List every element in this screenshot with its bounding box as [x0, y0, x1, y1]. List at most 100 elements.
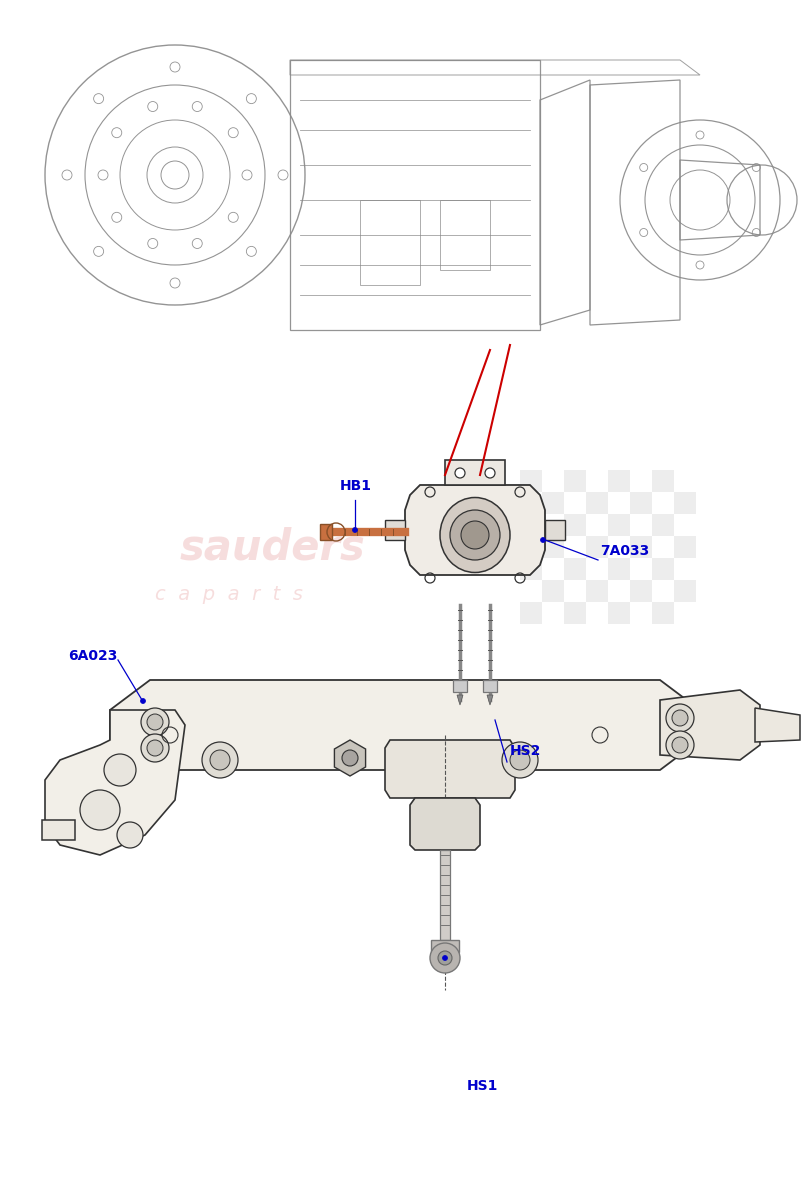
Bar [630, 514, 652, 536]
Polygon shape [385, 740, 515, 798]
Bar [586, 492, 608, 514]
Bar [630, 558, 652, 580]
Bar [586, 514, 608, 536]
Bar [608, 558, 630, 580]
Circle shape [540, 538, 545, 542]
Bar [542, 514, 564, 536]
Polygon shape [42, 820, 75, 840]
Bar [674, 492, 696, 514]
Bar [608, 514, 630, 536]
Polygon shape [483, 680, 497, 692]
Bar [674, 602, 696, 624]
Bar [674, 580, 696, 602]
Circle shape [141, 734, 169, 762]
Bar [652, 536, 674, 558]
Circle shape [672, 737, 688, 754]
Polygon shape [457, 695, 463, 704]
Circle shape [666, 704, 694, 732]
Bar [630, 492, 652, 514]
Circle shape [140, 698, 146, 703]
Bar [674, 536, 696, 558]
Circle shape [438, 950, 452, 965]
Circle shape [485, 468, 495, 478]
Bar [520, 558, 542, 580]
Bar [542, 602, 564, 624]
Bar [564, 602, 586, 624]
Circle shape [147, 714, 163, 730]
Bar [652, 580, 674, 602]
Text: HS1: HS1 [467, 1079, 498, 1093]
Polygon shape [453, 680, 467, 692]
Bar [564, 514, 586, 536]
Bar [652, 470, 674, 492]
Bar [586, 558, 608, 580]
Bar [520, 580, 542, 602]
Polygon shape [755, 708, 800, 742]
Bar [630, 470, 652, 492]
Bar [520, 470, 542, 492]
Bar [608, 580, 630, 602]
Circle shape [352, 528, 357, 533]
Bar [608, 536, 630, 558]
Polygon shape [110, 680, 700, 770]
Circle shape [141, 708, 169, 736]
Bar [652, 602, 674, 624]
Bar [542, 492, 564, 514]
Text: 7A033: 7A033 [600, 544, 650, 558]
Bar [652, 492, 674, 514]
Bar [520, 536, 542, 558]
Polygon shape [385, 520, 405, 540]
Polygon shape [431, 940, 459, 952]
Circle shape [147, 740, 163, 756]
Circle shape [510, 750, 530, 770]
Bar [542, 536, 564, 558]
Bar [586, 536, 608, 558]
Polygon shape [320, 524, 332, 540]
Bar [630, 536, 652, 558]
Bar [608, 602, 630, 624]
Bar [520, 602, 542, 624]
Circle shape [461, 521, 489, 550]
Bar [564, 536, 586, 558]
Text: sauders: sauders [180, 527, 366, 569]
Bar [674, 514, 696, 536]
Polygon shape [45, 710, 185, 854]
Bar [586, 602, 608, 624]
Bar [630, 602, 652, 624]
Polygon shape [660, 690, 760, 760]
Circle shape [672, 710, 688, 726]
Bar [652, 514, 674, 536]
Bar [520, 514, 542, 536]
Polygon shape [445, 460, 505, 485]
Bar [674, 470, 696, 492]
Circle shape [80, 790, 120, 830]
Text: c  a  p  a  r  t  s: c a p a r t s [155, 584, 303, 604]
Ellipse shape [440, 498, 510, 572]
Bar [608, 492, 630, 514]
Circle shape [202, 742, 238, 778]
Circle shape [450, 510, 500, 560]
Bar [630, 580, 652, 602]
Circle shape [210, 750, 230, 770]
Circle shape [104, 754, 136, 786]
Polygon shape [405, 485, 545, 575]
Bar [542, 470, 564, 492]
Bar [564, 492, 586, 514]
Bar [564, 558, 586, 580]
Bar [564, 470, 586, 492]
Circle shape [442, 955, 447, 960]
Circle shape [342, 750, 358, 766]
Bar [520, 492, 542, 514]
Text: HS2: HS2 [510, 744, 541, 758]
Bar [608, 470, 630, 492]
Polygon shape [487, 695, 493, 704]
Bar [542, 580, 564, 602]
Bar [586, 470, 608, 492]
Polygon shape [440, 850, 450, 940]
Bar [564, 580, 586, 602]
Circle shape [117, 822, 143, 848]
Bar [652, 558, 674, 580]
Circle shape [666, 731, 694, 758]
Circle shape [455, 468, 465, 478]
Polygon shape [545, 520, 565, 540]
